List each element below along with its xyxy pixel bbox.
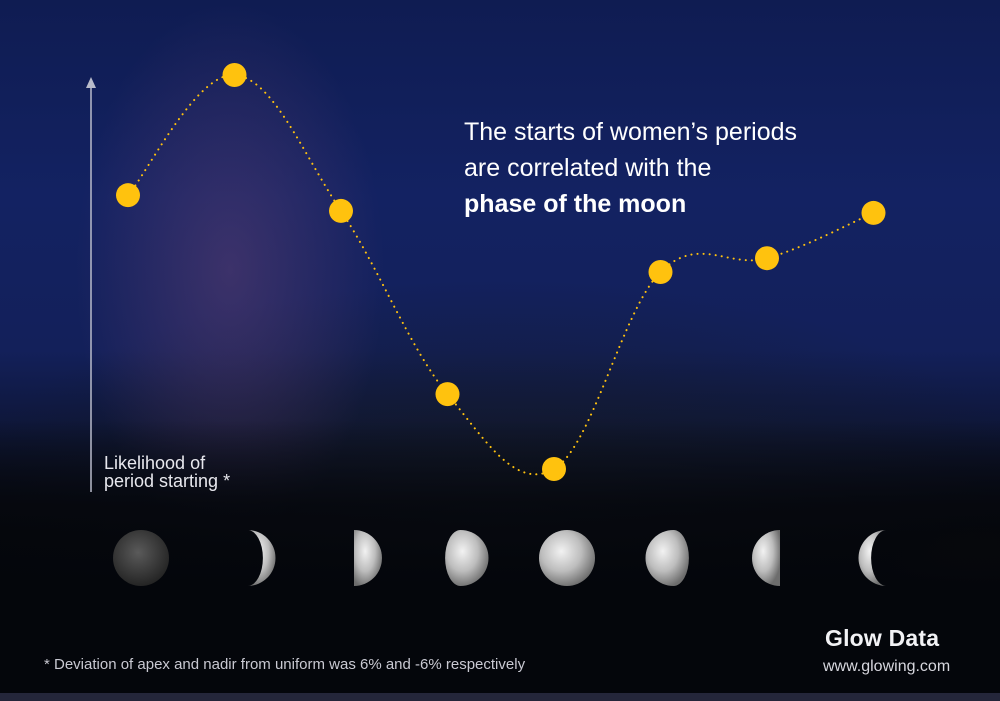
headline-emphasis: phase of the moon (464, 190, 687, 218)
brand-url: www.glowing.com (823, 658, 951, 675)
data-point-new-moon (116, 183, 140, 208)
y-axis-label-line-1: Likelihood of (104, 453, 206, 473)
moon-waning-gibbous-icon (645, 530, 689, 586)
y-axis-label: Likelihood of period starting * (104, 454, 230, 490)
moon-waxing-gibbous-icon (445, 530, 489, 586)
moon-lit-part (645, 530, 689, 586)
data-point-waning-crescent (861, 200, 886, 225)
data-point-full-moon (542, 457, 566, 481)
headline-line-1: The starts of women’s periods (464, 118, 798, 146)
data-point-first-quarter (329, 198, 353, 223)
moon-new-icon (113, 530, 169, 586)
moon-lit-part (445, 530, 489, 586)
moon-first-quarter-icon (354, 530, 382, 586)
moon-waning-crescent-icon (858, 530, 887, 586)
headline-line-2: are correlated with the (464, 154, 712, 182)
moon-waxing-crescent-icon (247, 530, 276, 586)
moon-lit-part (247, 530, 276, 586)
footer-strip (0, 693, 1000, 701)
moon-disc (113, 530, 169, 586)
brand-logo: Glow Data (825, 625, 940, 651)
moon-full-icon (539, 530, 595, 586)
moon-disc (539, 530, 595, 586)
moon-lit-part (858, 530, 887, 586)
y-axis-label-line-2: period starting * (104, 471, 231, 491)
moon-last-quarter-icon (752, 530, 781, 586)
moon-lit-part (752, 530, 781, 586)
data-point-waxing-crescent (222, 63, 247, 87)
headline: The starts of women’s periods are correl… (464, 114, 884, 222)
data-point-waxing-gibbous (435, 382, 460, 407)
y-axis-arrow-icon (86, 77, 96, 88)
moon-lit-part (354, 530, 382, 586)
data-point-waning-gibbous (648, 260, 673, 284)
data-point-last-quarter (755, 246, 779, 271)
footnote: * Deviation of apex and nadir from unifo… (44, 656, 526, 673)
